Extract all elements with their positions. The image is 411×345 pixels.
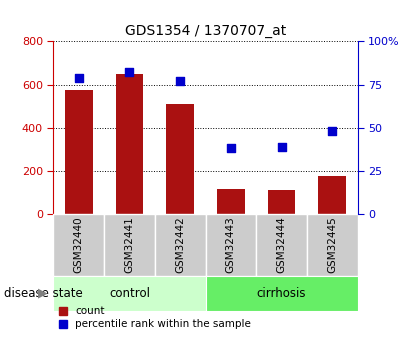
Text: control: control (109, 287, 150, 300)
Bar (217, 189, 245, 214)
Bar (318, 176, 346, 214)
Bar (307, 214, 358, 276)
Point (329, 128, 335, 134)
Point (278, 144, 285, 149)
Text: GSM32444: GSM32444 (277, 217, 286, 273)
Bar (115, 74, 143, 214)
Text: GSM32445: GSM32445 (327, 217, 337, 273)
Bar (268, 190, 296, 214)
Bar (206, 214, 256, 276)
Point (177, 78, 183, 84)
Text: disease state: disease state (4, 287, 83, 300)
Point (76, 75, 82, 80)
Bar (155, 214, 206, 276)
Bar (53, 214, 104, 276)
Point (228, 146, 234, 151)
Bar (166, 104, 194, 214)
Point (126, 70, 133, 75)
Legend: count, percentile rank within the sample: count, percentile rank within the sample (59, 306, 251, 329)
Bar (104, 214, 155, 276)
Bar (206, 276, 358, 310)
Text: ▶: ▶ (38, 287, 47, 300)
Bar (256, 214, 307, 276)
Title: GDS1354 / 1370707_at: GDS1354 / 1370707_at (125, 23, 286, 38)
Text: GSM32443: GSM32443 (226, 217, 236, 273)
Text: GSM32440: GSM32440 (74, 217, 84, 273)
Text: GSM32441: GSM32441 (125, 217, 134, 273)
Text: GSM32442: GSM32442 (175, 217, 185, 273)
Bar (53, 276, 206, 310)
Bar (65, 90, 93, 214)
Text: cirrhosis: cirrhosis (257, 287, 306, 300)
